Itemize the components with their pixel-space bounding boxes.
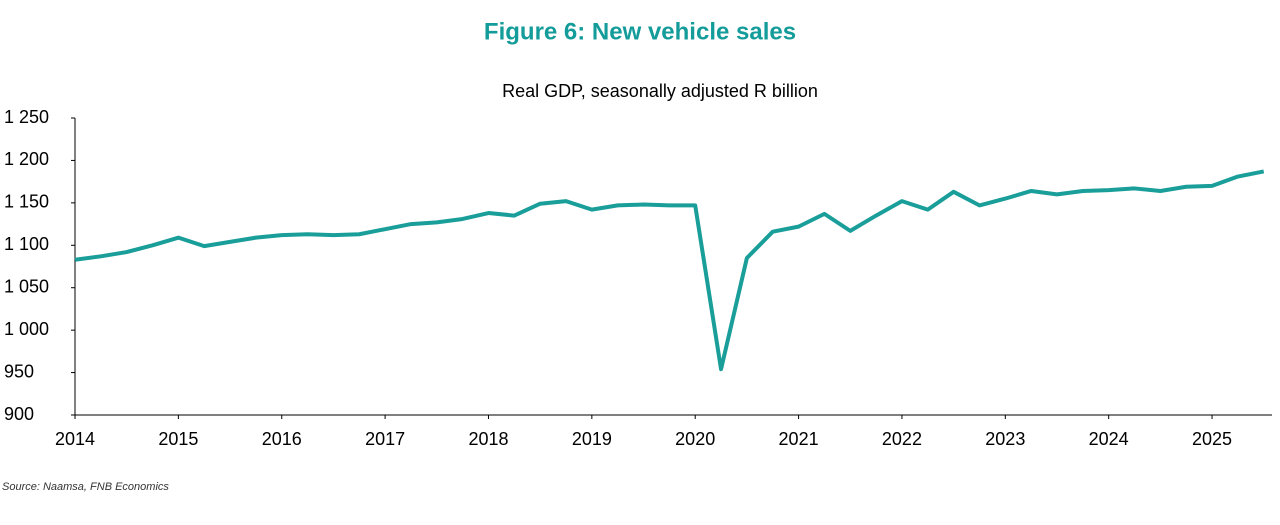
x-tick-label: 2023: [985, 429, 1025, 449]
data-line: [74, 169, 1265, 372]
x-tick-label: 2016: [262, 429, 302, 449]
x-tick-label: 2017: [365, 429, 405, 449]
x-tick-label: 2014: [55, 429, 95, 449]
x-tick-label: 2018: [468, 429, 508, 449]
chart-title: Figure 6: New vehicle sales: [484, 18, 796, 45]
y-tick-label: 1 000: [4, 319, 49, 339]
x-tick-label: 2015: [158, 429, 198, 449]
y-tick-label: 1 150: [4, 192, 49, 212]
x-tick-label: 2022: [882, 429, 922, 449]
x-tick-label: 2019: [572, 429, 612, 449]
y-tick-label: 1 100: [4, 234, 49, 254]
x-tick-label: 2020: [675, 429, 715, 449]
y-tick-label: 1 200: [4, 149, 49, 169]
x-tick-label: 2025: [1192, 429, 1232, 449]
y-tick-label: 900: [4, 404, 34, 424]
y-tick-label: 1 050: [4, 276, 49, 296]
y-tick-label: 950: [4, 361, 34, 381]
source-note: Source: Naamsa, FNB Economics: [2, 481, 169, 493]
x-tick-label: 2021: [779, 429, 819, 449]
x-tick-label: 2024: [1089, 429, 1129, 449]
y-tick-label: 1 250: [4, 107, 49, 127]
chart-subtitle: Real GDP, seasonally adjusted R billion: [502, 81, 818, 101]
